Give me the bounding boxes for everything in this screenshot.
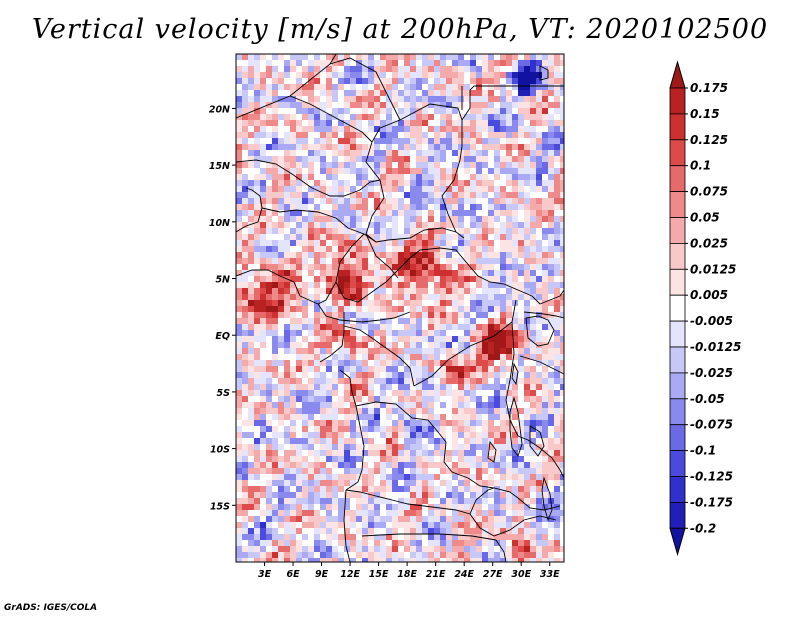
colorbar-label: 0.05: [690, 211, 720, 225]
colorbar-segment: [669, 320, 686, 348]
map-frame: [235, 53, 565, 563]
x-tick-label: 21E: [426, 569, 446, 580]
colorbar-segment: [669, 294, 686, 322]
colorbar-label: 0.1: [690, 159, 711, 173]
colorbar-label: 0.005: [690, 288, 728, 302]
colorbar-segment: [669, 113, 686, 141]
y-tick-label: 5N: [215, 275, 230, 286]
x-tick-label: 9E: [315, 569, 329, 580]
colorbar-label: -0.05: [690, 392, 725, 406]
x-tick-label: 30E: [511, 569, 531, 580]
x-tick-label: 6E: [286, 569, 300, 580]
x-tick-label: 33E: [540, 569, 560, 580]
colorbar-segment: [669, 450, 686, 477]
colorbar-label: -0.2: [690, 521, 716, 535]
y-tick-label: 15S: [210, 501, 230, 512]
colorbar-segment: [669, 242, 686, 270]
x-tick-label: 15E: [369, 569, 389, 580]
colorbar-segment: [669, 191, 686, 218]
colorbar-segment: [669, 476, 686, 503]
colorbar-label: -0.005: [690, 314, 733, 328]
colorbar-label: 0.175: [690, 81, 728, 95]
colorbar-label: 0.125: [690, 133, 728, 147]
colorbar-segment: [669, 139, 686, 167]
y-tick-label: EQ: [215, 331, 230, 342]
footer-credit: GrADS: IGES/COLA: [4, 603, 98, 613]
colorbar-top-arrow: [669, 60, 686, 89]
colorbar-segment: [669, 87, 686, 115]
y-tick-label: 20N: [209, 104, 230, 115]
colorbar-label: -0.075: [690, 418, 733, 432]
y-tick-label: 5S: [217, 388, 231, 399]
colorbar-label: 0.025: [690, 236, 728, 250]
axis-ticks: 3E 6E 9E 12E 15E 18E 21E 24E 27E 30E 33E 20N 15N 10N 5…: [209, 104, 560, 580]
colorbar-label: 0.0125: [690, 262, 736, 276]
x-tick-label: 3E: [258, 569, 272, 580]
colorbar-label: -0.175: [690, 495, 733, 509]
chart-title: Vertical velocity [m/s] at 200hPa, VT: 2…: [31, 14, 769, 45]
colorbar-label: -0.1: [690, 444, 716, 458]
country-borders: [236, 54, 564, 562]
colorbar: 0.175 0.15 0.125 0.1 0.075 0.05 0.025 0.0125 0.0…: [669, 60, 741, 557]
colorbar-segment: [669, 217, 686, 244]
x-tick-label: 27E: [483, 569, 503, 580]
colorbar-bottom-arrow: [669, 527, 686, 557]
y-tick-label: 15N: [209, 161, 230, 172]
colorbar-segment: [669, 501, 686, 529]
x-tick-label: 12E: [340, 569, 360, 580]
colorbar-label: 0.15: [690, 107, 720, 121]
colorbar-segment: [669, 165, 686, 192]
colorbar-label: -0.025: [690, 366, 733, 380]
colorbar-segment: [669, 372, 686, 400]
y-tick-label: 10N: [209, 218, 230, 229]
colorbar-segment: [669, 268, 686, 296]
x-tick-label: 18E: [397, 569, 417, 580]
colorbar-segment: [669, 346, 686, 374]
x-tick-label: 24E: [454, 569, 474, 580]
colorbar-segment: [669, 424, 686, 452]
colorbar-label: 0.075: [690, 185, 728, 199]
y-tick-label: 10S: [210, 445, 230, 456]
colorbar-segment: [669, 398, 686, 426]
velocity-field: [236, 54, 564, 562]
colorbar-label: -0.0125: [690, 340, 741, 354]
colorbar-label: -0.125: [690, 470, 733, 484]
